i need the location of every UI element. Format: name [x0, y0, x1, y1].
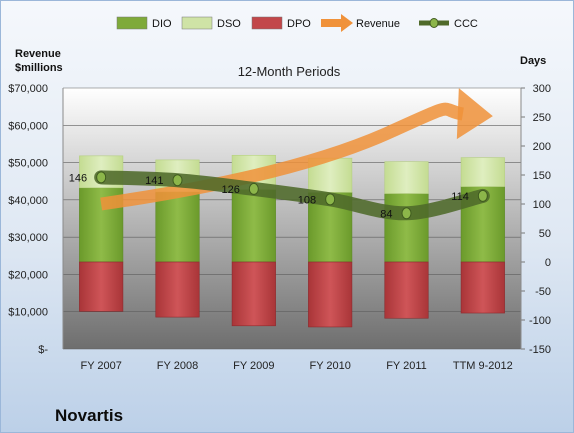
- category-label: FY 2011: [386, 360, 427, 372]
- legend-label: DPO: [287, 18, 311, 30]
- ccc-data-label: 84: [380, 208, 392, 220]
- left-tick-label: $60,000: [8, 120, 48, 132]
- bar-dio: [231, 189, 276, 263]
- axes-layer: $- $10,000 $20,000 $30,000 $40,000 $50,000 $60…: [8, 83, 551, 372]
- left-tick-label: $-: [38, 344, 48, 356]
- left-tick-label: $50,000: [8, 158, 48, 170]
- left-tick-label: $40,000: [8, 195, 48, 207]
- bar-dpo: [460, 261, 505, 314]
- revenue-arrowhead: [456, 88, 493, 140]
- right-tick-label: -150: [529, 344, 551, 356]
- right-tick-label: 100: [533, 199, 551, 211]
- left-axis-label-line2: $millions: [15, 62, 63, 74]
- left-axis-label-line1: Revenue: [15, 48, 61, 60]
- legend-swatch-revenue: [321, 19, 343, 27]
- category-label: FY 2007: [80, 360, 121, 372]
- ccc-point: [477, 189, 488, 202]
- bar-dio: [155, 191, 200, 263]
- category-label: FY 2010: [309, 360, 350, 372]
- ccc-line: [94, 170, 490, 221]
- ccc-point: [172, 174, 183, 187]
- right-tick-label: -50: [535, 286, 551, 298]
- ccc-data-label: 146: [69, 172, 87, 184]
- right-tick-label: 200: [533, 141, 551, 153]
- legend-label: DIO: [152, 18, 172, 30]
- ccc-data-label: 126: [221, 184, 239, 196]
- ccc-point: [96, 171, 107, 184]
- legend-swatch-dso: [181, 16, 213, 30]
- revenue-trend-layer: [100, 88, 493, 211]
- left-tick-label: $20,000: [8, 269, 48, 281]
- category-label: FY 2009: [233, 360, 274, 372]
- category-label: TTM 9-2012: [453, 360, 513, 372]
- bar-dpo: [79, 261, 124, 312]
- revenue-trend-line: [100, 102, 465, 211]
- ccc-data-label: 114: [451, 191, 469, 203]
- ccc-point: [401, 207, 412, 220]
- chart-title: 12-Month Periods: [238, 64, 341, 79]
- right-axis-label: Days: [520, 55, 546, 67]
- ccc-data-label: 141: [145, 175, 163, 187]
- company-name: Novartis: [55, 406, 124, 425]
- left-tick-label: $10,000: [8, 307, 48, 319]
- right-tick-label: 300: [533, 83, 551, 95]
- left-tick-label: $70,000: [8, 83, 48, 95]
- legend-swatch-revenue-head: [341, 14, 353, 32]
- legend-label: Revenue: [356, 18, 400, 30]
- bar-dpo: [155, 261, 200, 318]
- right-tick-label: 0: [545, 257, 551, 269]
- right-tick-label: 250: [533, 112, 551, 124]
- left-tick-label: $30,000: [8, 232, 48, 244]
- ccc-point: [325, 193, 336, 206]
- right-tick-label: -100: [529, 315, 551, 327]
- bar-dpo: [384, 261, 429, 319]
- legend-swatch-dio: [116, 16, 148, 30]
- ccc-data-label: 108: [298, 194, 316, 206]
- bar-dio: [384, 193, 429, 263]
- ccc-point: [248, 182, 259, 195]
- bar-dso: [460, 157, 505, 187]
- legend-label: CCC: [454, 18, 478, 30]
- legend: DIO DSO DPO Revenue CCC: [116, 14, 478, 32]
- legend-swatch-dpo: [251, 16, 283, 30]
- bar-dpo: [231, 261, 276, 327]
- bar-dso: [384, 161, 429, 194]
- legend-swatch-ccc-marker: [429, 18, 439, 28]
- bar-dpo: [308, 261, 353, 328]
- category-label: FY 2008: [157, 360, 198, 372]
- plot-area: [63, 88, 521, 349]
- right-tick-label: 50: [539, 228, 551, 240]
- legend-label: DSO: [217, 18, 241, 30]
- right-tick-label: 150: [533, 170, 551, 182]
- ccc-line-layer: 146 141 126 108 84 114: [69, 170, 490, 221]
